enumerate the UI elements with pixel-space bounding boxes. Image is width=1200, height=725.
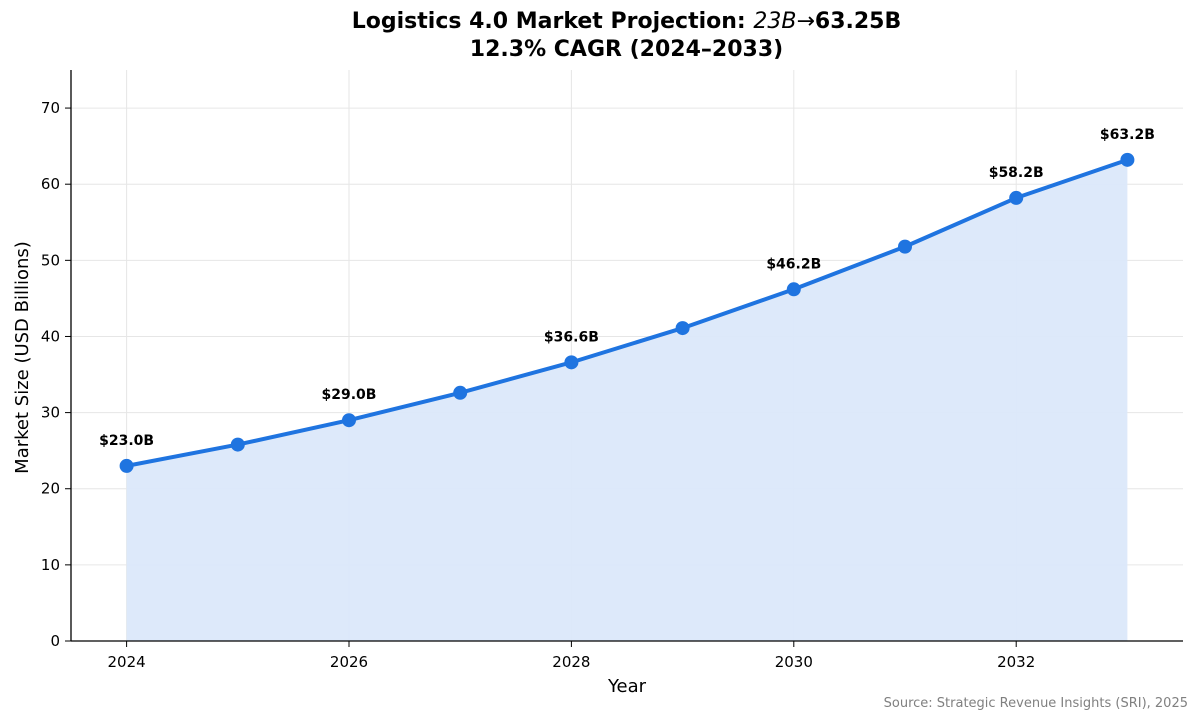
data-points [119,152,1135,473]
x-tick-label: 2032 [997,653,1035,671]
data-point [342,413,356,428]
data-point [1120,152,1135,167]
x-tick-label: 2026 [330,653,368,671]
y-tick-label: 50 [41,251,60,269]
area-fill [126,159,1128,641]
data-point [1009,190,1024,205]
data-labels: $23.0B $29.0B $36.6B $46.2B $58.2B $63.2B [99,127,1155,449]
x-tick-label: 2024 [108,653,146,671]
y-tick-label: 40 [41,327,60,345]
chart-title-line-2: 12.3% CAGR (2024–2033) [469,37,784,62]
y-tick-label: 70 [41,99,60,117]
data-point [564,355,579,370]
source-note: Source: Strategic Revenue Insights (SRI)… [883,696,1188,711]
data-label: $63.2B [1100,127,1155,143]
data-point [898,239,912,254]
x-axis-label: Year [607,676,647,697]
data-point [230,437,245,452]
y-tick-label: 20 [41,480,60,498]
data-point [786,282,801,297]
title-end-value: 63.25B [814,9,902,34]
title-start-value: 23B [753,9,797,34]
y-tick-label: 0 [50,632,60,650]
data-label: $58.2B [989,165,1044,181]
data-label: $36.6B [544,329,599,345]
x-tick-label: 2028 [552,653,590,671]
title-prefix: Logistics 4.0 Market Projection: [351,9,754,34]
y-tick-label: 10 [41,556,60,574]
data-point [119,458,134,473]
arrow-icon: → [796,9,815,34]
chart-title-line-1: Logistics 4.0 Market Projection: 23B→63.… [0,9,1200,34]
data-label: $46.2B [766,256,821,272]
data-label: $29.0B [322,387,377,403]
data-line [126,157,1129,468]
y-axis-label: Market Size (USD Billions) [12,241,33,474]
x-tick-label: 2030 [775,653,813,671]
title-math-start: 23B→ [753,9,815,34]
y-tick-label: 30 [41,404,60,422]
data-point [453,385,468,400]
data-point [675,321,690,336]
y-tick-label: 60 [41,175,60,193]
data-label: $23.0B [99,433,154,449]
